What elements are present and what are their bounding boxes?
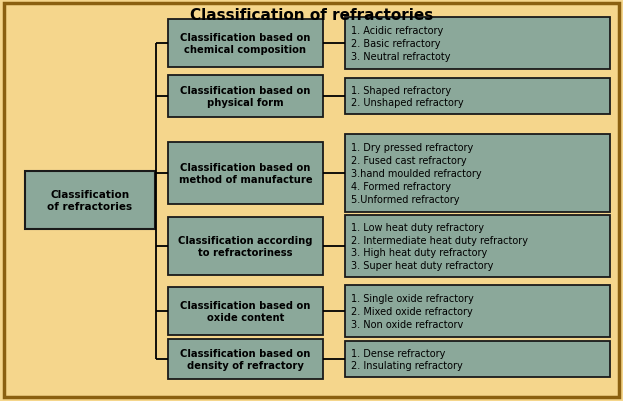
Text: 1. Dense refractory
2. Insulating refractory: 1. Dense refractory 2. Insulating refrac…	[351, 348, 463, 371]
Bar	[345, 79, 610, 115]
Bar	[168, 287, 323, 335]
Text: 1. Single oxide refractory
2. Mixed oxide refractory
3. Non oxide refractorv: 1. Single oxide refractory 2. Mixed oxid…	[351, 294, 473, 329]
Text: 1. Dry pressed refractory
2. Fused cast refractory
3.hand moulded refractory
4. : 1. Dry pressed refractory 2. Fused cast …	[351, 143, 482, 204]
Bar	[345, 341, 610, 377]
Bar	[168, 339, 323, 379]
Bar	[168, 217, 323, 275]
Text: 1. Shaped refractory
2. Unshaped refractory: 1. Shaped refractory 2. Unshaped refract…	[351, 85, 464, 108]
Text: Classification
of refractories: Classification of refractories	[47, 189, 133, 212]
Bar	[168, 76, 323, 118]
Text: Classification according
to refractoriness: Classification according to refractorine…	[178, 235, 313, 257]
Bar	[168, 20, 323, 68]
Bar	[345, 285, 610, 337]
Text: Classification based on
method of manufacture: Classification based on method of manufa…	[179, 162, 312, 185]
Text: Classification based on
oxide content: Classification based on oxide content	[180, 300, 311, 322]
Bar	[345, 18, 610, 70]
Bar	[345, 135, 610, 213]
Text: Classification based on
density of refractory: Classification based on density of refra…	[180, 348, 311, 370]
Bar	[345, 215, 610, 277]
Text: Classification of refractories: Classification of refractories	[190, 8, 433, 23]
Text: Classification based on
chemical composition: Classification based on chemical composi…	[180, 33, 311, 55]
Bar	[168, 143, 323, 205]
Text: Classification based on
physical form: Classification based on physical form	[180, 85, 311, 108]
Text: 1. Low heat duty refractory
2. Intermediate heat duty refractory
3. High heat du: 1. Low heat duty refractory 2. Intermedi…	[351, 222, 528, 271]
Bar	[25, 172, 155, 229]
Text: 1. Acidic refractory
2. Basic refractory
3. Neutral refractoty: 1. Acidic refractory 2. Basic refractory…	[351, 26, 450, 62]
